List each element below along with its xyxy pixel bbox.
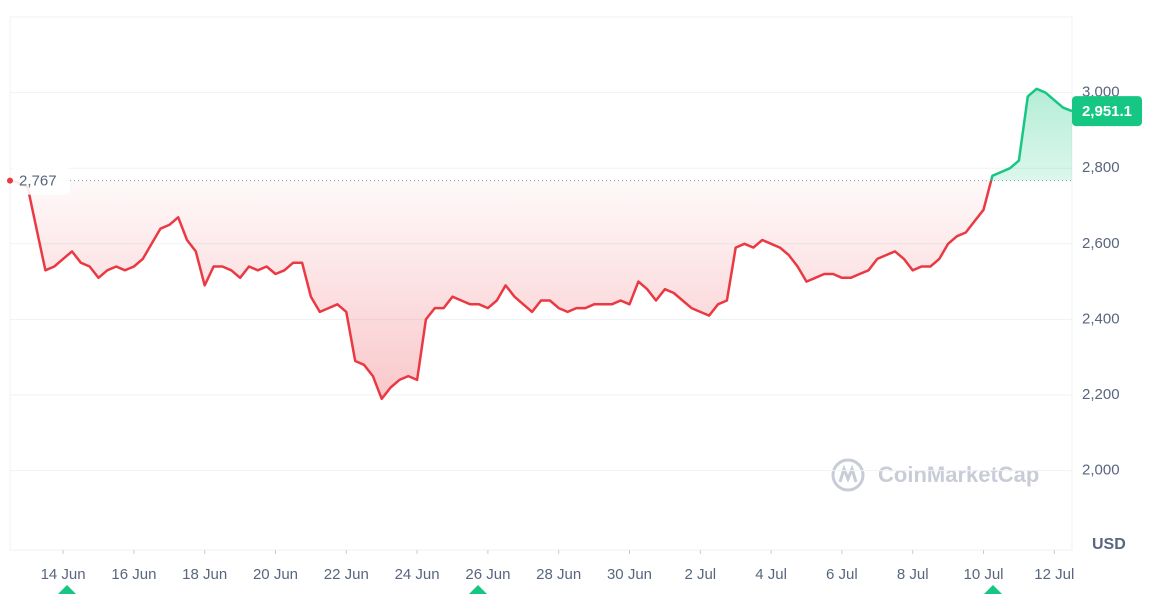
x-tick-label: 6 Jul bbox=[826, 566, 858, 583]
price-area bbox=[10, 88, 1072, 399]
x-tick-label: 28 Jun bbox=[536, 566, 581, 583]
x-tick-label: 14 Jun bbox=[41, 566, 86, 583]
price-line bbox=[9, 87, 1073, 401]
baseline-label: 2,767 bbox=[19, 173, 57, 190]
baseline-dot bbox=[7, 177, 13, 184]
y-tick-label: 2,600 bbox=[1082, 235, 1120, 252]
watermark-text: CoinMarketCap bbox=[878, 462, 1039, 487]
y-tick-label: 2,200 bbox=[1082, 386, 1120, 403]
x-tick-label: 8 Jul bbox=[897, 566, 929, 583]
x-tick-label: 18 Jun bbox=[182, 566, 227, 583]
watermark: CoinMarketCap bbox=[831, 458, 1039, 492]
x-tick-label: 4 Jul bbox=[755, 566, 787, 583]
y-tick-label: 2,400 bbox=[1082, 310, 1120, 327]
x-tick-label: 24 Jun bbox=[395, 566, 440, 583]
x-tick-label: 2 Jul bbox=[684, 566, 716, 583]
x-tick-label: 16 Jun bbox=[111, 566, 156, 583]
x-tick-label: 22 Jun bbox=[324, 566, 369, 583]
y-tick-label: 2,000 bbox=[1082, 462, 1120, 479]
event-markers bbox=[58, 585, 1002, 594]
x-tick-label: 12 Jul bbox=[1034, 566, 1074, 583]
x-tick-label: 10 Jul bbox=[963, 566, 1003, 583]
last-price-box bbox=[1072, 96, 1142, 127]
x-tick-label: 26 Jun bbox=[465, 566, 510, 583]
x-tick-label: 20 Jun bbox=[253, 566, 298, 583]
plot-frame bbox=[9, 16, 1073, 551]
baseline-label-box bbox=[12, 166, 70, 195]
x-tick-label: 30 Jun bbox=[607, 566, 652, 583]
y-unit: USD bbox=[1092, 536, 1126, 553]
y-tick-label: 2,800 bbox=[1082, 159, 1120, 176]
last-price-label: 2,951.1 bbox=[1082, 103, 1132, 120]
